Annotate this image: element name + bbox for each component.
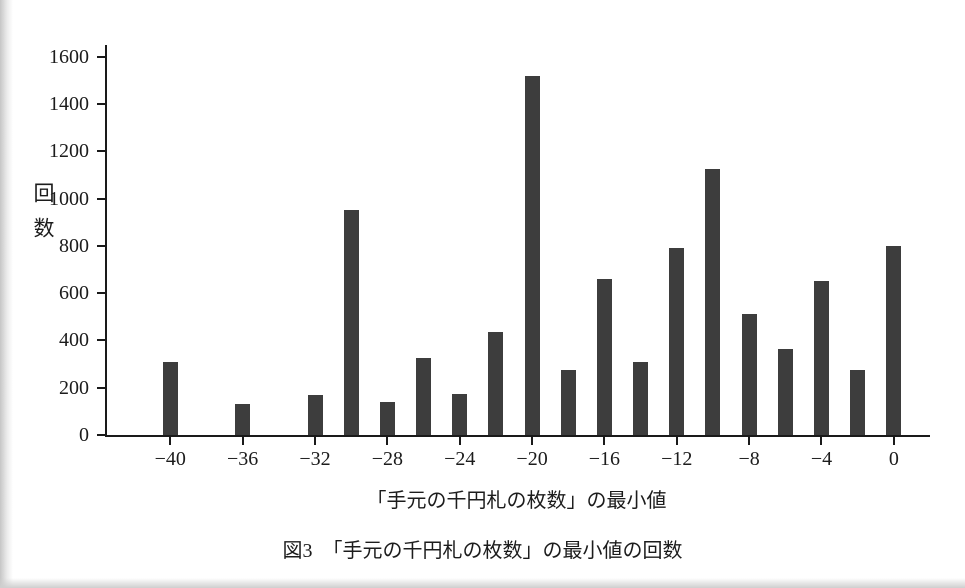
y-tick-label: 1400 [49,93,89,116]
y-tick-mark [97,55,105,58]
x-tick-label: −32 [299,448,331,470]
x-tick-label: −8 [738,448,760,470]
y-tick-label: 400 [59,329,89,352]
bar [162,361,178,435]
figure-caption: 図3 「手元の千円札の枚数」の最小値の回数 [282,540,683,562]
bar [307,394,323,435]
y-tick-mark [97,197,105,200]
x-tick-mark [314,437,316,445]
bar [379,401,395,435]
y-tick-mark [97,103,105,106]
y-tick-label: 0 [79,424,89,446]
x-tick-mark [531,437,534,445]
page-edge-bottom [0,578,965,588]
x-tick-label: −24 [444,448,476,470]
bar [235,404,251,435]
x-tick-label: 0 [888,448,899,470]
bar [343,210,359,435]
y-tick-mark [97,244,105,247]
x-tick-mark [892,437,895,445]
y-tick-label: 600 [59,282,89,305]
x-tick-mark [748,437,751,445]
x-tick-label: −4 [810,448,833,470]
x-tick-label: −16 [588,448,621,470]
bar [813,281,829,435]
bar [886,245,902,435]
page-edge-left [0,0,13,588]
bar [850,370,866,435]
y-tick-mark [97,434,105,436]
x-tick-label: −28 [371,448,403,470]
x-tick-mark [241,437,244,445]
y-tick-label: 200 [59,376,89,399]
bar [452,393,468,435]
bar [416,358,432,435]
bar [705,169,721,435]
y-tick-mark [97,386,105,389]
x-tick-mark [820,437,823,445]
y-tick-label: 800 [59,234,89,257]
bar [777,348,793,435]
bar [488,332,504,435]
bar [669,248,685,435]
bar [741,314,757,435]
x-tick-label: −40 [154,448,186,470]
bar [560,370,576,435]
x-tick-mark [169,437,172,445]
y-tick-mark [97,150,105,153]
bar [633,361,649,435]
x-tick-mark [603,437,606,445]
x-tick-mark [458,437,461,445]
y-tick-label: 1000 [49,187,89,210]
x-axis-label: 「手元の千円札の枚数」の最小値 [366,490,667,512]
bar [596,279,612,435]
x-tick-mark [675,437,678,445]
y-axis-label: 回数 [31,182,55,252]
x-tick-label: −12 [661,448,693,470]
x-tick-label: −36 [227,448,259,470]
y-tick-mark [97,292,105,295]
y-tick-label: 1200 [49,140,89,163]
x-tick-mark [386,437,389,445]
plot-area: 0 200 400 600 800 1000 1200 1400 1600 −40 −36 −32 −2… [49,45,930,470]
bar [524,75,540,435]
y-tick-label: 1600 [49,45,89,68]
y-tick-mark [97,339,105,342]
x-tick-label: −20 [516,448,548,470]
